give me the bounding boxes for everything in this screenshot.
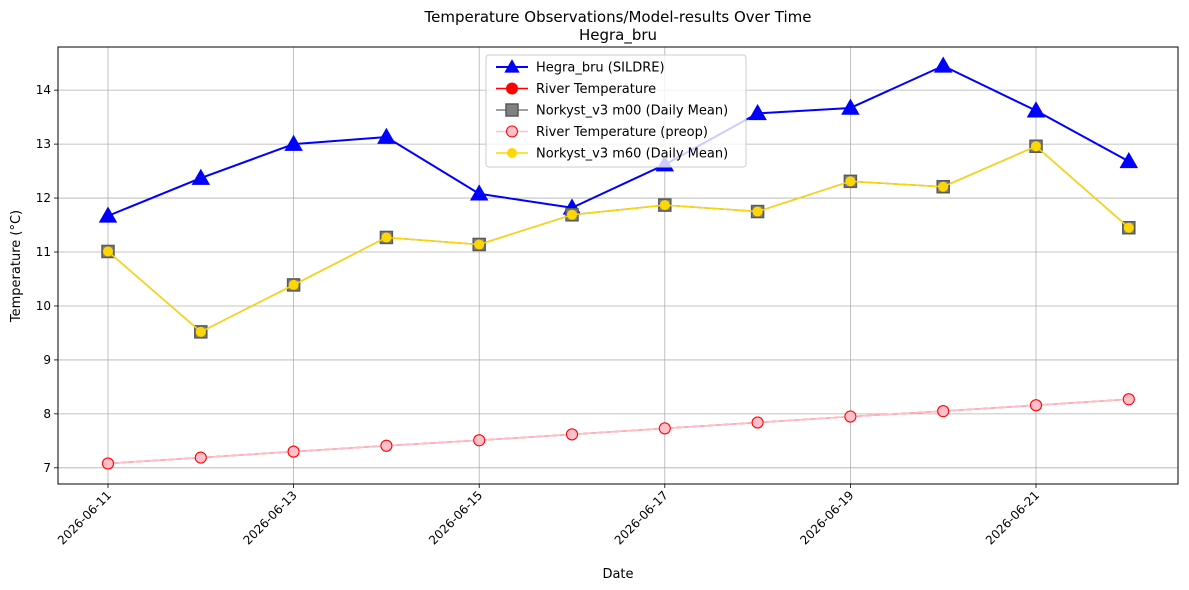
y-axis-ticks: 7 8 9 10 11 12 13 14	[36, 83, 58, 475]
y-axis-label: Temperature (°C)	[9, 210, 24, 323]
data-point	[288, 279, 299, 290]
data-point	[938, 181, 949, 192]
data-point	[933, 56, 953, 73]
y-tick-label: 10	[36, 299, 51, 313]
data-point	[469, 184, 489, 201]
data-point	[381, 232, 392, 243]
legend-item: Hegra_bru (SILDRE)	[496, 59, 665, 76]
legend-marker	[506, 82, 518, 95]
x-tick-label: 2026-06-15	[426, 488, 485, 547]
legend-label: River Temperature	[536, 82, 656, 97]
data-point	[844, 410, 857, 423]
legend-label: Norkyst_v3 m60 (Daily Mean)	[536, 147, 728, 162]
x-axis-label: Date	[602, 567, 633, 582]
series-3	[101, 139, 1136, 339]
data-point	[748, 103, 767, 121]
data-point	[284, 134, 303, 151]
data-point	[937, 405, 950, 418]
series-line	[107, 398, 1129, 465]
data-point	[1119, 151, 1139, 169]
legend-label: River Temperature (preop)	[536, 125, 708, 140]
data-point	[845, 176, 856, 187]
data-point	[377, 127, 396, 144]
legend-item: River Temperature	[496, 82, 656, 97]
y-tick-label: 14	[36, 83, 51, 97]
data-point	[658, 422, 671, 435]
x-tick-label: 2026-06-17	[612, 488, 671, 547]
series-layer	[98, 56, 1139, 470]
data-point	[102, 457, 114, 470]
legend-label: Hegra_bru (SILDRE)	[536, 61, 665, 76]
data-point	[841, 98, 860, 115]
y-tick-label: 11	[36, 245, 51, 259]
data-point	[191, 168, 211, 185]
series-4	[102, 393, 1135, 470]
x-axis-ticks: 2026-06-11 2026-06-13 2026-06-15 2026-06-17…	[55, 484, 1042, 547]
plot-area-frame	[57, 46, 1179, 485]
data-point	[195, 326, 206, 337]
y-tick-label: 9	[43, 353, 51, 367]
legend-item: River Temperature (preop)	[496, 125, 708, 140]
y-tick-label: 7	[43, 461, 51, 475]
data-point	[752, 206, 763, 217]
data-point	[287, 445, 300, 458]
legend-marker	[505, 103, 519, 117]
series-1	[98, 56, 1139, 223]
y-tick-label: 12	[36, 191, 51, 205]
data-point	[1122, 393, 1135, 406]
data-point	[1123, 222, 1134, 233]
data-point	[380, 439, 393, 452]
x-tick-label: 2026-06-13	[241, 488, 300, 547]
legend-marker	[506, 125, 518, 138]
legend-marker	[504, 59, 520, 73]
data-point	[1026, 101, 1046, 118]
data-point	[566, 428, 578, 441]
legend-box	[485, 54, 747, 168]
legend-item: Norkyst_v3 m00 (Daily Mean)	[496, 103, 728, 119]
x-tick-label: 2026-06-11	[55, 488, 114, 547]
data-point	[103, 246, 113, 257]
chart-subtitle: Hegra_bru	[579, 26, 657, 45]
data-point	[473, 434, 486, 447]
x-tick-label: 2026-06-19	[797, 488, 856, 547]
legend-item: Norkyst_v3 m60 (Daily Mean)	[496, 147, 728, 162]
legend-marker	[507, 148, 517, 158]
x-tick-label: 2026-06-21	[983, 488, 1042, 547]
data-point	[751, 416, 764, 429]
data-point	[474, 239, 485, 250]
legend: Hegra_bru (SILDRE) River Temperature Norky…	[485, 54, 747, 168]
series-line	[107, 145, 1130, 333]
data-point	[1031, 141, 1041, 152]
data-point	[567, 209, 577, 220]
series-5	[103, 141, 1134, 337]
chart-title: Temperature Observations/Model-results O…	[423, 8, 811, 26]
series-line	[107, 64, 1130, 217]
data-point	[194, 451, 207, 464]
data-point	[98, 206, 118, 223]
legend-label: Norkyst_v3 m00 (Daily Mean)	[536, 104, 728, 119]
data-point	[1030, 399, 1042, 412]
y-tick-label: 13	[36, 137, 51, 151]
data-point	[659, 200, 670, 211]
series-line	[107, 145, 1130, 333]
y-tick-label: 8	[43, 407, 51, 421]
